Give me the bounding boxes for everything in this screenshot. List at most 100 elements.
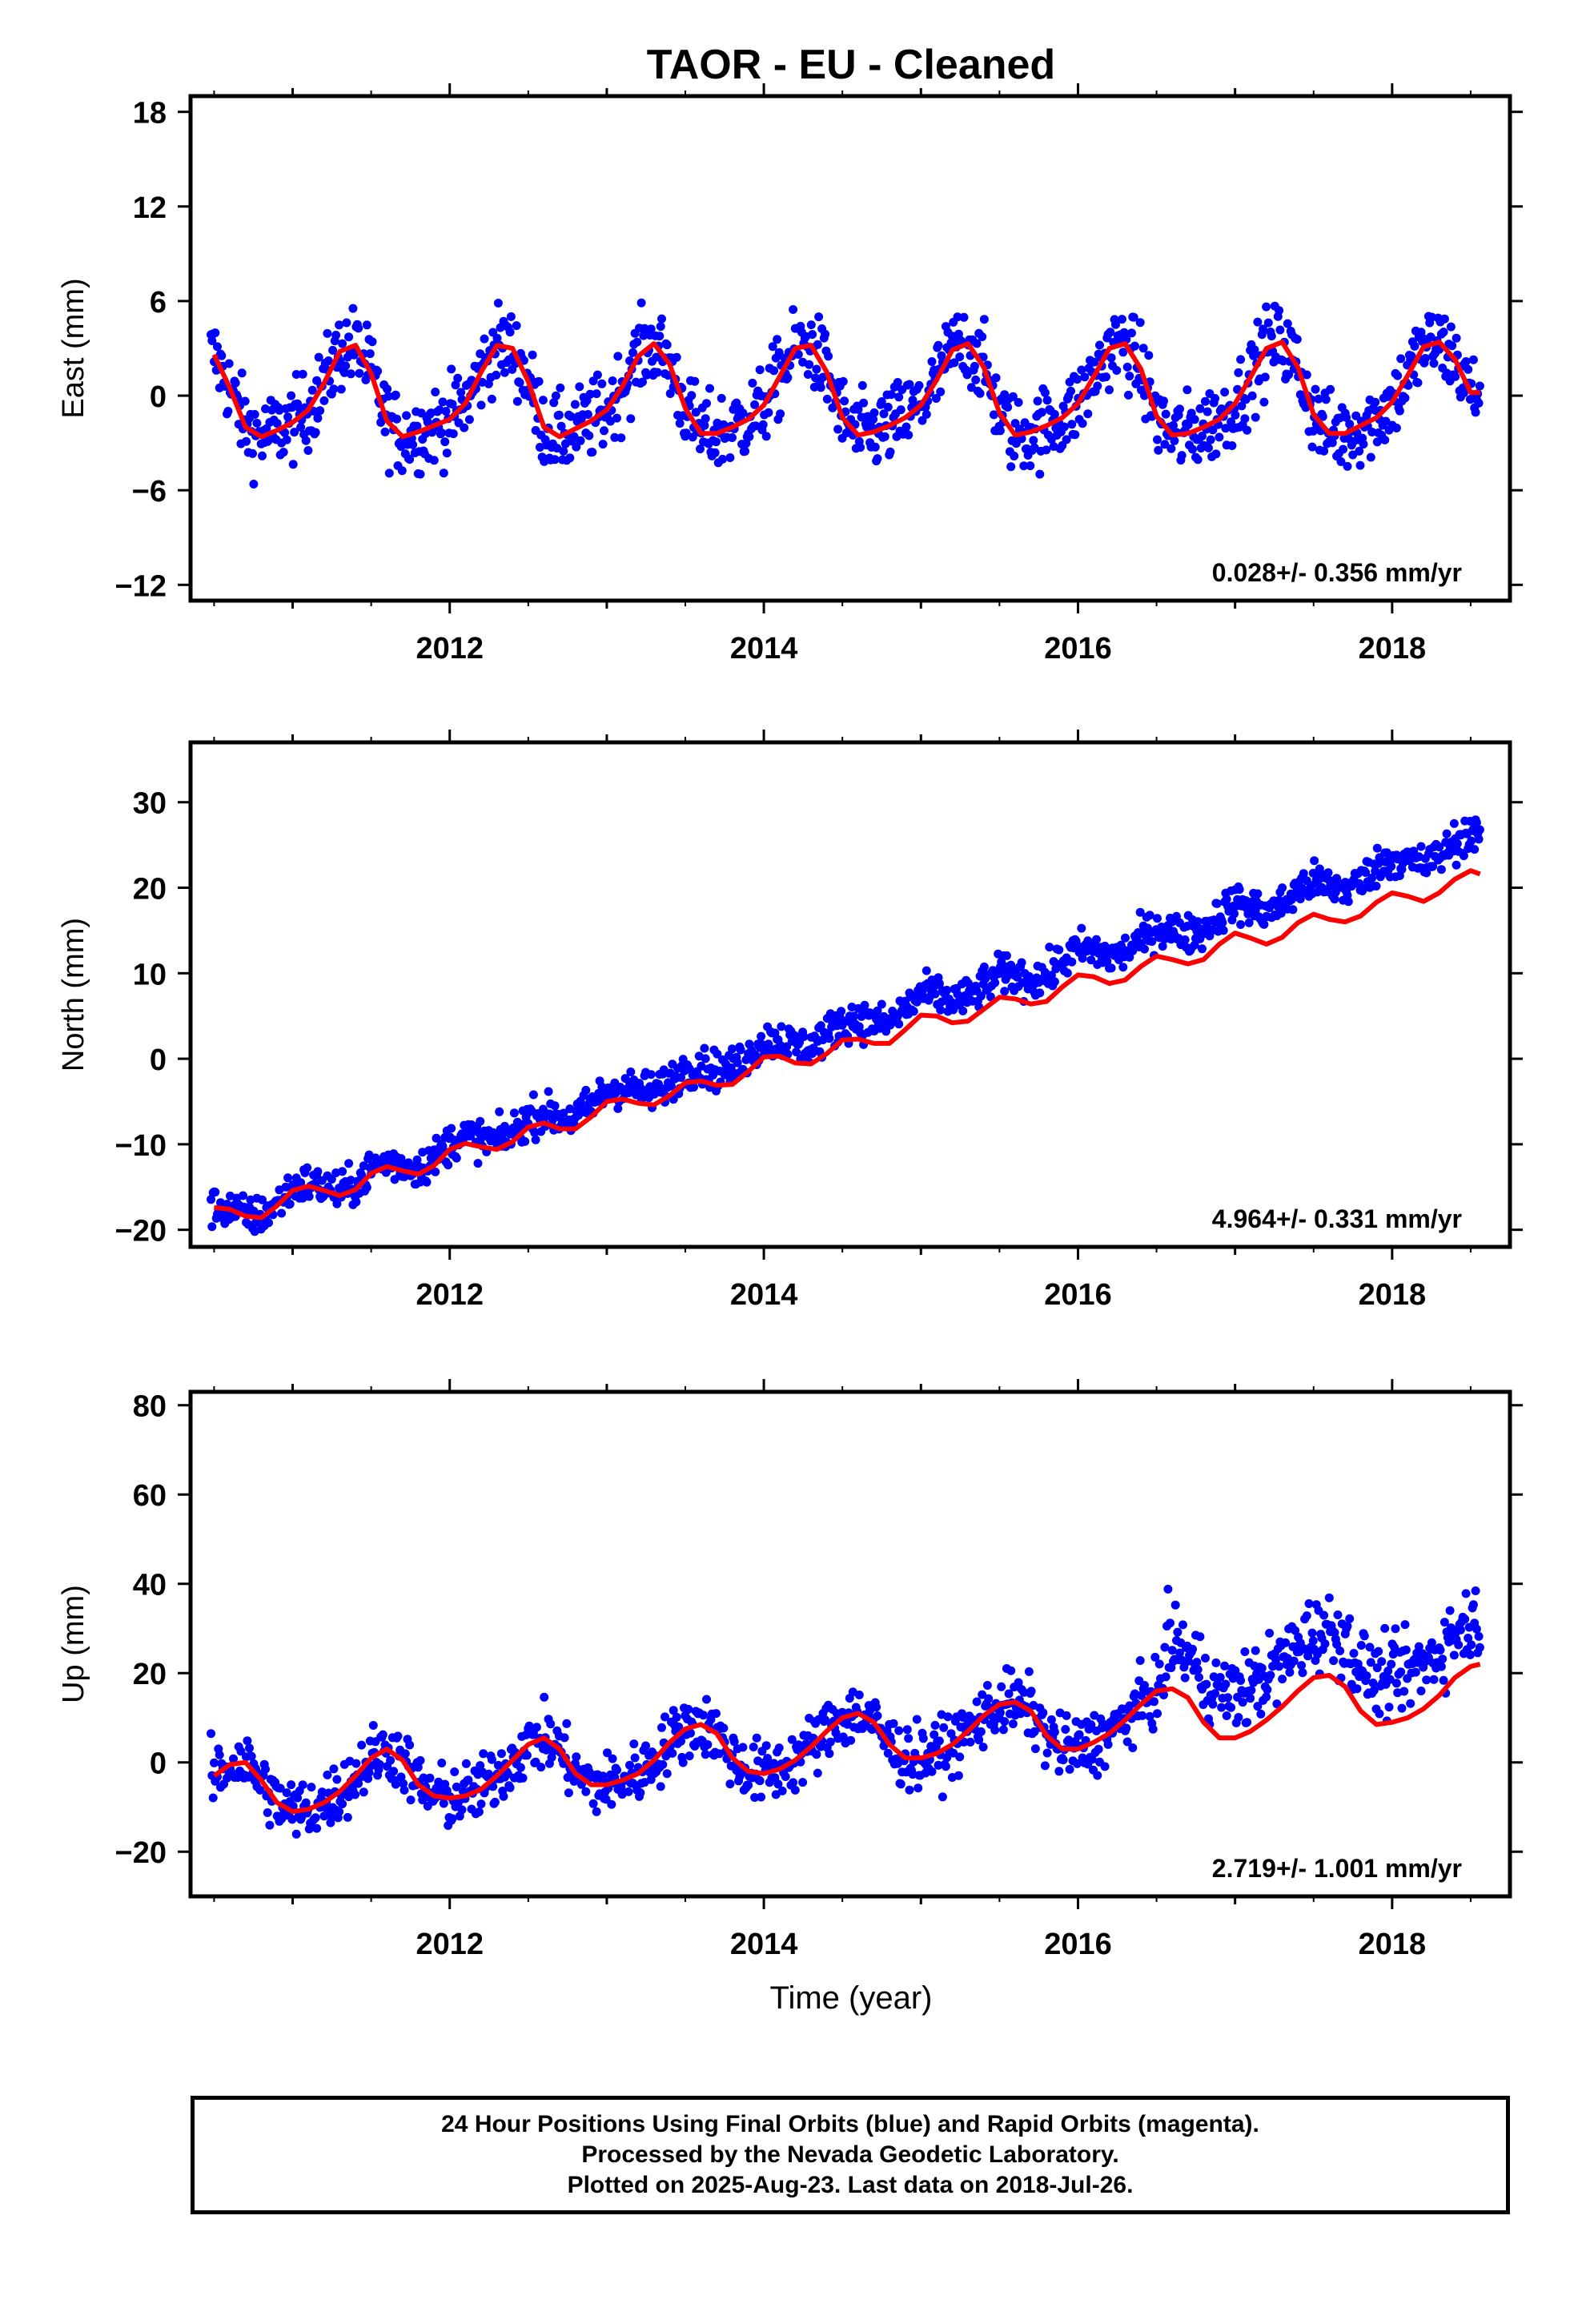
observation-point [495, 1107, 504, 1116]
observation-point [1333, 1610, 1343, 1619]
observation-point [1236, 355, 1246, 364]
observation-point [1160, 440, 1170, 449]
observation-point [1253, 889, 1263, 899]
observation-point [522, 1751, 532, 1760]
observation-point [1383, 1667, 1393, 1676]
observation-point [375, 1759, 384, 1769]
observation-point [444, 1160, 453, 1170]
observation-point [1311, 384, 1320, 394]
observation-point [691, 408, 701, 417]
observation-point [690, 376, 700, 386]
observation-point [487, 394, 496, 404]
observation-point [1215, 432, 1224, 442]
observation-point [1400, 1620, 1410, 1630]
observation-point [329, 1764, 339, 1774]
observation-point [662, 1769, 672, 1779]
observation-point [383, 392, 393, 401]
observation-point [1391, 424, 1401, 432]
observation-point [675, 419, 685, 428]
observation-point [1008, 392, 1018, 401]
observation-point [816, 1021, 825, 1031]
observation-point [748, 378, 757, 388]
observation-point [242, 436, 251, 446]
observation-point [883, 1748, 893, 1758]
y-tick-label: −6 [132, 475, 167, 509]
observation-point [1468, 1600, 1478, 1610]
observation-point [1035, 469, 1045, 479]
observation-point [1381, 416, 1391, 426]
observation-point [856, 443, 865, 452]
observation-point [373, 367, 383, 376]
observation-point [351, 1197, 361, 1207]
observation-point [413, 1763, 423, 1772]
observation-point [853, 404, 863, 414]
observation-point [1243, 1718, 1252, 1727]
observation-point [1332, 1639, 1342, 1649]
observation-point [1439, 1618, 1449, 1627]
observation-point [1474, 1631, 1484, 1641]
observation-point [576, 436, 585, 445]
observation-point [979, 315, 989, 324]
observation-point [1436, 1662, 1446, 1671]
observation-point [1447, 341, 1457, 351]
observation-point [894, 1726, 904, 1735]
observation-point [1211, 1658, 1221, 1667]
observation-point [1468, 355, 1478, 364]
observation-point [905, 380, 914, 389]
observation-point [781, 1772, 790, 1781]
observation-point [1166, 444, 1176, 453]
observation-point [712, 1709, 721, 1719]
observation-point [918, 1734, 928, 1743]
observation-point [963, 979, 973, 988]
observation-point [283, 412, 293, 422]
observation-point [264, 1218, 273, 1228]
observation-point [1400, 393, 1410, 403]
observation-point [978, 1690, 987, 1699]
observation-point [261, 1764, 270, 1774]
y-tick-label: 40 [133, 1569, 167, 1602]
observation-point [312, 1823, 322, 1833]
observation-point [1073, 375, 1082, 384]
observation-point [1372, 843, 1382, 853]
observation-point [1268, 1662, 1278, 1671]
observation-point [1451, 372, 1460, 381]
observation-point [626, 1068, 636, 1076]
observation-point [936, 387, 946, 396]
observation-point [1256, 1709, 1266, 1719]
observation-point [556, 383, 565, 392]
observation-point [1067, 957, 1077, 967]
east-frame [188, 94, 1512, 603]
observation-point [1374, 1647, 1383, 1656]
observation-point [408, 440, 418, 449]
observation-point [1368, 1679, 1378, 1687]
observation-point [313, 413, 323, 423]
observation-point [662, 340, 672, 350]
observation-point [859, 398, 869, 408]
observation-point [311, 428, 320, 437]
observation-point [894, 392, 904, 402]
observation-point [1297, 1661, 1307, 1671]
observation-point [1234, 1713, 1243, 1722]
observation-point [1204, 443, 1213, 452]
observation-point [1461, 357, 1471, 366]
observation-point [327, 1175, 336, 1184]
observation-point [902, 1725, 912, 1735]
observation-point [837, 1007, 846, 1016]
observation-point [551, 391, 560, 400]
observation-point [1244, 918, 1254, 927]
observation-point [311, 1813, 320, 1823]
observation-point [1111, 320, 1120, 329]
observation-point [464, 415, 474, 424]
y-tick-label: 20 [133, 873, 167, 907]
observation-point [998, 1725, 1008, 1735]
observation-point [672, 1712, 681, 1722]
north-model-curve [214, 868, 1481, 1220]
observation-point [1220, 388, 1230, 397]
observation-point [974, 1735, 984, 1745]
observation-point [927, 1767, 937, 1776]
observation-point [1014, 398, 1023, 407]
observation-point [958, 1006, 968, 1015]
observation-point [1040, 1761, 1050, 1771]
observation-point [1327, 438, 1337, 448]
